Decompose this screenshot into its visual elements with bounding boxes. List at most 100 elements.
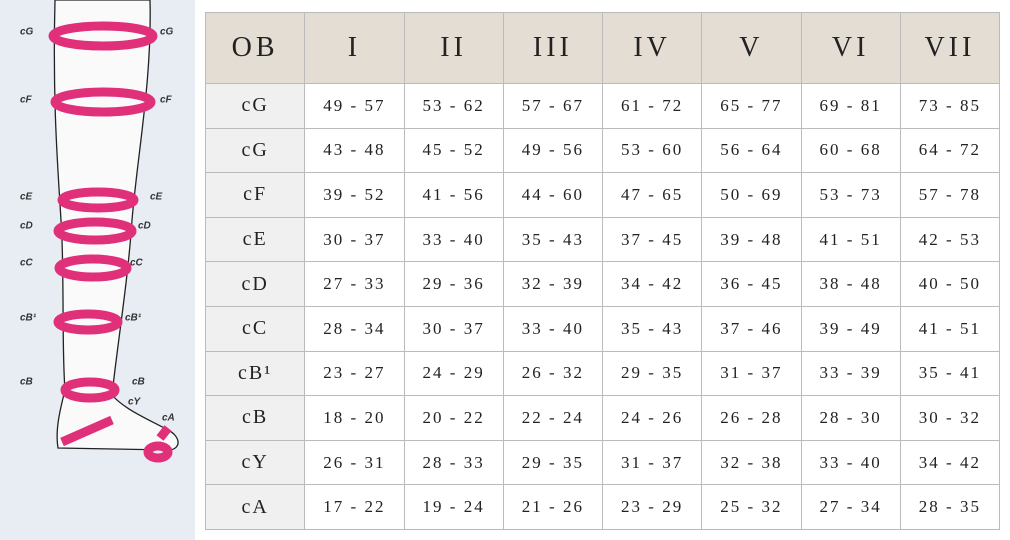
cell: 33 - 39: [800, 350, 901, 397]
cell: 57 - 67: [502, 83, 604, 129]
cell: 57 - 78: [899, 172, 1001, 218]
cell: 35 - 43: [601, 305, 703, 352]
leg-label: cF: [160, 95, 173, 106]
leg-label: cC: [130, 258, 144, 269]
cell: 39 - 49: [800, 305, 901, 352]
cell: 65 - 77: [701, 83, 802, 129]
leg-label: cG: [160, 27, 174, 38]
header-cell: II: [403, 12, 504, 84]
row-label: cE: [204, 216, 306, 263]
bands: [48, 21, 173, 463]
cell: 50 - 69: [701, 172, 802, 218]
cell: 41 - 51: [899, 305, 1001, 352]
cell: 41 - 56: [403, 172, 504, 218]
cell: 17 - 22: [304, 484, 405, 530]
cell: 32 - 38: [701, 439, 802, 486]
cell: 20 - 22: [403, 395, 504, 441]
cell: 21 - 26: [502, 484, 604, 530]
cell: 31 - 37: [701, 350, 802, 397]
cell: 23 - 27: [304, 350, 405, 397]
cell: 43 - 48: [304, 127, 405, 174]
cell: 53 - 62: [403, 83, 504, 129]
row-label: cC: [204, 305, 306, 352]
cell: 38 - 48: [800, 261, 901, 307]
header-cell: III: [502, 12, 604, 84]
cell: 27 - 33: [304, 261, 405, 307]
cell: 35 - 41: [899, 350, 1001, 397]
header-cell: VI: [800, 12, 901, 84]
cell: 22 - 24: [502, 395, 604, 441]
leg-label: cB: [20, 377, 33, 388]
leg-label: cB¹: [20, 313, 37, 324]
leg-label: cG: [20, 27, 34, 38]
cell: 33 - 40: [502, 305, 604, 352]
cell: 34 - 42: [601, 261, 703, 307]
cell: 53 - 73: [800, 172, 901, 218]
row-label: cB¹: [204, 350, 306, 397]
row: cB¹ 23 - 27 24 - 29 26 - 32 29 - 35 31 - 37 33…: [204, 350, 1001, 397]
leg-label: cE: [150, 192, 163, 203]
cell: 30 - 37: [304, 216, 405, 263]
row: cF 39 - 52 41 - 56 44 - 60 47 - 65 50 - 69 53 …: [204, 172, 1001, 218]
leg-label: cC: [20, 258, 34, 269]
cell: 25 - 32: [701, 484, 802, 530]
cell: 29 - 36: [403, 261, 504, 307]
row-label: cF: [204, 172, 306, 218]
cell: 23 - 29: [601, 484, 703, 530]
cell: 49 - 57: [304, 83, 405, 129]
row: cA 17 - 22 19 - 24 21 - 26 23 - 29 25 - 32 27 …: [204, 484, 1001, 530]
row: cE 30 - 37 33 - 40 35 - 43 37 - 45 39 - 48 41 …: [204, 216, 1001, 263]
header-cell: IV: [601, 12, 703, 84]
cell: 37 - 45: [601, 216, 703, 263]
cell: 29 - 35: [601, 350, 703, 397]
cell: 35 - 43: [502, 216, 604, 263]
cell: 28 - 30: [800, 395, 901, 441]
cell: 37 - 46: [701, 305, 802, 352]
cell: 39 - 48: [701, 216, 802, 263]
cell: 32 - 39: [502, 261, 604, 307]
cell: 69 - 81: [800, 83, 901, 129]
cell: 30 - 37: [403, 305, 504, 352]
cell: 26 - 31: [304, 439, 405, 486]
cell: 26 - 28: [701, 395, 802, 441]
cell: 64 - 72: [899, 127, 1001, 174]
cell: 40 - 50: [899, 261, 1001, 307]
header-cell: V: [701, 12, 802, 84]
row-label: cY: [204, 439, 306, 486]
cell: 45 - 52: [403, 127, 504, 174]
cell: 47 - 65: [601, 172, 703, 218]
cell: 39 - 52: [304, 172, 405, 218]
row-label: cD: [204, 261, 306, 307]
row-label: cB: [204, 395, 306, 441]
cell: 30 - 32: [899, 395, 1001, 441]
leg-label: cA: [162, 413, 175, 424]
leg-label: cE: [20, 192, 33, 203]
cell: 36 - 45: [701, 261, 802, 307]
cell: 28 - 33: [403, 439, 504, 486]
cell: 24 - 29: [403, 350, 504, 397]
cell: 42 - 53: [899, 216, 1001, 263]
size-table: OB I II III IV V VI VII cG 49 - 57 53 - 62 57 - 67 6…: [204, 12, 1001, 530]
cell: 27 - 34: [800, 484, 901, 530]
leg-label: cD: [20, 221, 33, 232]
cell: 60 - 68: [800, 127, 901, 174]
row: cD 27 - 33 29 - 36 32 - 39 34 - 42 36 - 45 38 …: [204, 261, 1001, 307]
row: cB 18 - 20 20 - 22 22 - 24 24 - 26 26 - 28 28 …: [204, 395, 1001, 441]
cell: 33 - 40: [800, 439, 901, 486]
cell: 28 - 35: [899, 484, 1001, 530]
header-cell: I: [304, 12, 405, 84]
cell: 34 - 42: [899, 439, 1001, 486]
leg-label: cY: [128, 397, 142, 408]
leg-illustration: cG cF cE cD cC cB¹ cB cG cF cE cD cC cB¹ cB cY cA: [0, 0, 195, 540]
cell: 53 - 60: [601, 127, 703, 174]
cell: 33 - 40: [403, 216, 504, 263]
cell: 29 - 35: [502, 439, 604, 486]
cell: 56 - 64: [701, 127, 802, 174]
leg-label: cB: [132, 377, 145, 388]
cell: 19 - 24: [403, 484, 504, 530]
cell: 26 - 32: [502, 350, 604, 397]
cell: 18 - 20: [304, 395, 405, 441]
leg-label: cF: [20, 95, 33, 106]
cell: 61 - 72: [601, 83, 703, 129]
